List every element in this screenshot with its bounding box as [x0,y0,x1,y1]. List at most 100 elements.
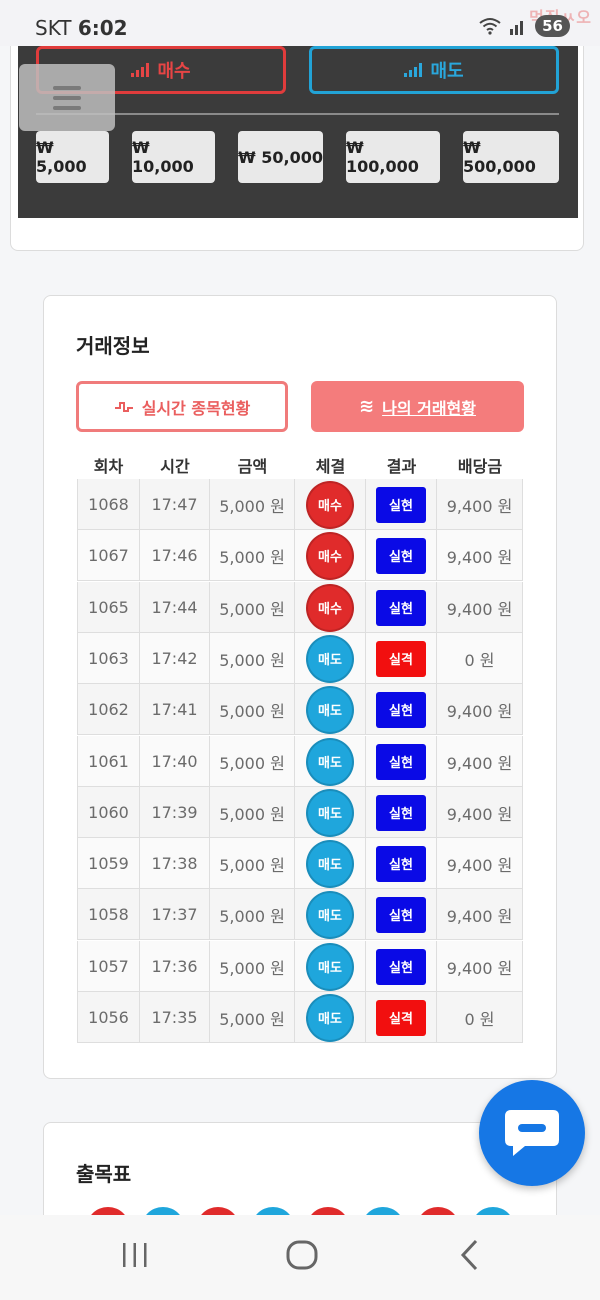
exec-badge: 매도 [306,993,354,1042]
cell-result: 실현 [366,838,437,889]
result-badge: 실현 [376,589,426,626]
cell-amount: 5,000 원 [210,633,295,684]
cell-exec: 매수 [295,582,366,633]
cell-amount: 5,000 원 [210,889,295,940]
amount-button-50000[interactable]: ₩ 50,000 [238,131,323,183]
tab-my-trades[interactable]: ≋ 나의 거래현황 [311,381,524,432]
chat-button[interactable] [479,1080,585,1186]
tab-live-status[interactable]: 실시간 종목현황 [76,381,288,432]
result-dot [196,1207,240,1217]
cell-amount: 5,000 원 [210,479,295,530]
result-dot [416,1207,460,1217]
exec-badge: 매수 [306,531,354,580]
cell-amount: 5,000 원 [210,736,295,787]
cell-payout: 9,400 원 [437,530,523,581]
cell-exec: 매도 [295,684,366,735]
carrier-time: SKT 6:02 [35,16,128,40]
cell-result: 실현 [366,736,437,787]
result-badge: 실현 [376,743,426,780]
recent-apps-icon[interactable] [110,1235,160,1275]
cell-result: 실격 [366,633,437,684]
amount-button-500000[interactable]: ₩ 500,000 [463,131,559,183]
hamburger-icon[interactable] [19,64,115,131]
navigation-bar [0,1215,600,1300]
cell-time: 17:35 [140,992,210,1043]
cell-exec: 매도 [295,736,366,787]
col-round: 회차 [93,457,124,476]
cell-payout: 9,400 원 [437,684,523,735]
result-badge: 실현 [376,948,426,985]
amount-button-100000[interactable]: ₩ 100,000 [346,131,440,183]
cell-amount: 5,000 원 [210,582,295,633]
result-badge: 실현 [376,896,426,933]
cell-exec: 매도 [295,992,366,1043]
cell-amount: 5,000 원 [210,838,295,889]
result-badge: 실격 [376,999,426,1036]
col-amount: 금액 [237,457,268,476]
result-dot [86,1207,130,1217]
result-dot [306,1207,350,1217]
cell-exec: 매수 [295,479,366,530]
cell-time: 17:37 [140,889,210,940]
cell-round: 1060 [77,787,140,838]
cell-amount: 5,000 원 [210,787,295,838]
cell-round: 1058 [77,889,140,940]
cell-round: 1067 [77,530,140,581]
exec-badge: 매도 [306,685,354,734]
result-badge: 실현 [376,537,426,574]
trade-info-title: 거래정보 [76,334,150,358]
status-bar: SKT 6:02 먹짐ㅆ오 56 [0,0,600,46]
tab-mine-label: 나의 거래현황 [382,398,476,418]
exec-badge: 매도 [306,890,354,939]
exec-badge: 매수 [306,480,354,529]
cell-result: 실현 [366,889,437,940]
cell-round: 1061 [77,736,140,787]
sell-button[interactable]: 매도 [309,46,559,94]
exec-badge: 매도 [306,788,354,837]
amount-button-10000[interactable]: ₩ 10,000 [132,131,215,183]
cell-time: 17:47 [140,479,210,530]
col-time: 시간 [160,457,190,476]
result-badge: 실현 [376,691,426,728]
cell-time: 17:39 [140,787,210,838]
results-board-strip [86,1207,526,1217]
col-result: 결과 [386,457,417,476]
cell-time: 17:46 [140,530,210,581]
cell-amount: 5,000 원 [210,530,295,581]
cell-time: 17:38 [140,838,210,889]
tab-live-label: 실시간 종목현황 [141,398,251,418]
cell-exec: 매도 [295,941,366,992]
cell-result: 실현 [366,582,437,633]
trade-table[interactable]: 1068 17:47 5,000 원 매수 실현 9,400 원 1067 17:46 5,00… [77,479,523,1045]
table-header: 회차 시간 금액 체결 결과 배당금 [77,453,523,477]
cell-payout: 9,400 원 [437,941,523,992]
cell-payout: 9,400 원 [437,479,523,530]
amount-button-5000[interactable]: ₩ 5,000 [36,131,109,183]
cell-time: 17:36 [140,941,210,992]
cell-payout: 9,400 원 [437,736,523,787]
panel-divider [36,113,559,115]
battery-badge: 56 [535,15,570,37]
back-icon[interactable] [445,1235,495,1275]
result-badge: 실격 [376,640,426,677]
cell-payout: 0 원 [437,992,523,1043]
home-icon[interactable] [277,1235,327,1275]
clock: 6:02 [77,16,128,40]
table-row: 1068 17:47 5,000 원 매수 실현 9,400 원 [77,479,523,530]
cell-round: 1056 [77,992,140,1043]
table-row: 1057 17:36 5,000 원 매도 실현 9,400 원 [77,941,523,992]
cell-result: 실현 [366,684,437,735]
table-row: 1058 17:37 5,000 원 매도 실현 9,400 원 [77,889,523,940]
cell-time: 17:42 [140,633,210,684]
chat-bubble-icon [505,1110,559,1156]
cell-exec: 매도 [295,889,366,940]
table-row: 1063 17:42 5,000 원 매도 실격 0 원 [77,633,523,684]
cell-amount: 5,000 원 [210,941,295,992]
cell-payout: 9,400 원 [437,889,523,940]
table-row: 1056 17:35 5,000 원 매도 실격 0 원 [77,992,523,1043]
exec-badge: 매도 [306,942,354,991]
cell-result: 실현 [366,941,437,992]
table-row: 1060 17:39 5,000 원 매도 실현 9,400 원 [77,787,523,838]
result-dot [471,1207,515,1217]
cell-round: 1068 [77,479,140,530]
